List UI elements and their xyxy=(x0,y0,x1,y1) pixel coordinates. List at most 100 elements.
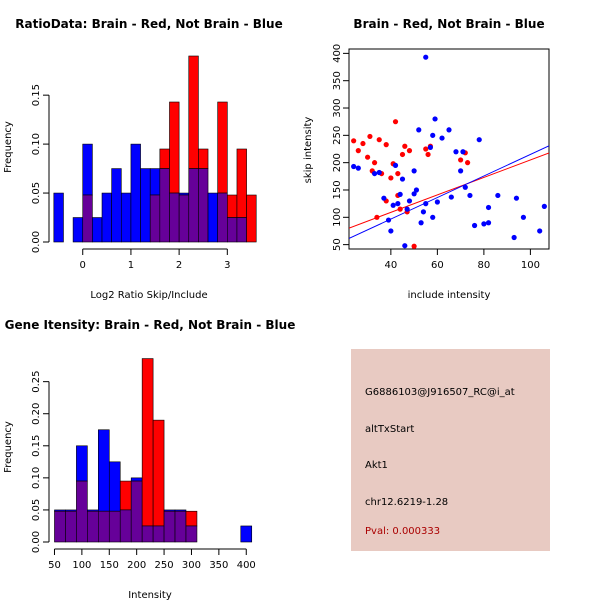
hist1-bar-not-brain xyxy=(92,217,103,243)
hist2-y-tick-label: 0.10 xyxy=(31,467,42,489)
hist1-ylabel: Frequency xyxy=(3,121,14,173)
hist2-bar-overlap xyxy=(98,510,110,543)
hist1-bar-overlap xyxy=(217,192,228,243)
hist1-bar-brain xyxy=(227,194,238,218)
hist1-x-tick-label: 2 xyxy=(176,260,182,271)
hist1-y-tick-label: 0.15 xyxy=(31,84,42,106)
hist2-x-tick-label: 300 xyxy=(182,560,201,571)
scatter-point-not-brain xyxy=(476,137,482,143)
hist1-bar-overlap xyxy=(82,194,93,243)
scatter-y-tick-label: 300 xyxy=(332,98,343,117)
scatter-point-not-brain xyxy=(423,201,429,207)
scatter-y-tick-label: 400 xyxy=(332,44,343,63)
scatter-point-not-brain xyxy=(385,217,392,223)
scatter-point-not-brain xyxy=(413,187,420,193)
scatter-point-brain xyxy=(374,214,380,220)
scatter-point-not-brain xyxy=(471,222,478,229)
hist2-bar-overlap xyxy=(141,525,154,543)
hist1-bar-not-brain xyxy=(111,168,122,243)
pval-text: Pval: 0.000333 xyxy=(365,526,441,537)
hist1-bar-brain xyxy=(198,148,209,169)
hist2-bar-overlap xyxy=(130,480,143,543)
hist2-bar-brain xyxy=(152,419,165,527)
scatter-point-brain xyxy=(388,175,394,181)
scatter-point-not-brain xyxy=(485,220,492,226)
hist2-x-tick-label: 400 xyxy=(237,560,256,571)
scatter-point-brain xyxy=(465,160,471,166)
hist1-bar-not-brain xyxy=(207,192,218,243)
info-panel: G6886103@J916507_RC@i_at altTxStart Akt1… xyxy=(351,349,550,551)
scatter-point-not-brain xyxy=(397,191,403,197)
hist2-bar-overlap xyxy=(65,510,77,543)
scatter-plot: 40 60 80 100 50 100 150 200 250 300 350 400 xyxy=(332,44,550,271)
hist1-plot: 0.00 0.05 0.10 0.15 0 1 2 3 xyxy=(31,55,257,271)
scatter-point-brain xyxy=(392,119,399,125)
hist1-bar-overlap xyxy=(169,192,180,243)
scatter-point-not-brain xyxy=(481,221,487,227)
hist1-bar-not-brain xyxy=(82,143,93,196)
scatter-point-brain xyxy=(383,142,389,148)
hist2-bar-overlap xyxy=(152,525,165,543)
scatter-point-not-brain xyxy=(404,206,410,212)
scatter-y-tick-label: 100 xyxy=(332,208,343,227)
scatter-y-tick-label: 150 xyxy=(332,180,343,199)
scatter-point-brain xyxy=(365,154,371,160)
scatter-point-brain xyxy=(458,157,464,163)
scatter-point-not-brain xyxy=(416,127,422,133)
scatter-point-not-brain xyxy=(392,162,399,168)
hist1-xlabel: Log2 Ratio Skip/Include xyxy=(90,290,207,301)
hist1-bar-not-brain xyxy=(101,192,112,243)
scatter-point-not-brain xyxy=(388,228,394,234)
scatter-point-not-brain xyxy=(355,165,361,171)
hist2-x-tick-label: 200 xyxy=(127,560,146,571)
scatter-point-not-brain xyxy=(495,192,501,199)
hist2-bar-overlap xyxy=(108,510,121,543)
hist1-bar-not-brain xyxy=(53,192,64,243)
hist2-bar-overlap xyxy=(54,510,66,543)
hist2-x-tick-label: 150 xyxy=(100,560,119,571)
hist1-title: RatioData: Brain - Red, Not Brain - Blue xyxy=(15,17,282,31)
hist1-bar-overlap xyxy=(159,168,170,243)
hist1-bar-overlap xyxy=(188,168,199,243)
hist1-x-tick-label: 3 xyxy=(224,260,230,271)
hist2-x-tick-label: 250 xyxy=(155,560,174,571)
scatter-point-brain xyxy=(351,138,357,144)
hist1-bar-overlap xyxy=(198,168,209,243)
scatter-point-brain xyxy=(411,243,417,249)
scatter-y-tick-label: 250 xyxy=(332,126,343,145)
hist2-bar-overlap xyxy=(174,510,187,543)
scatter-y-tick-label: 350 xyxy=(332,71,343,90)
scatter-point-not-brain xyxy=(411,168,417,174)
scatter-point-not-brain xyxy=(432,116,438,122)
scatter-point-not-brain xyxy=(371,170,378,177)
scatter-point-not-brain xyxy=(485,204,492,211)
scatter-point-not-brain xyxy=(376,169,382,176)
hist2-bar-not-brain xyxy=(108,461,121,512)
scatter-x-tick-label: 80 xyxy=(478,260,491,271)
scatter-point-not-brain xyxy=(381,195,387,201)
scatter-point-brain xyxy=(423,146,429,152)
scatter-point-not-brain xyxy=(462,184,468,190)
hist2-x-tick-label: 350 xyxy=(209,560,228,571)
hist1-bar-overlap xyxy=(149,194,161,243)
genomic-location: chr12.6219-1.28 xyxy=(365,497,449,508)
scatter-point-brain xyxy=(425,151,431,158)
scatter-point-not-brain xyxy=(448,194,454,200)
probe-id: G6886103@J916507_RC@i_at xyxy=(365,387,515,398)
scatter-point-not-brain xyxy=(420,209,427,215)
scatter-point-not-brain xyxy=(423,54,429,60)
scatter-point-not-brain xyxy=(402,243,408,249)
scatter-point-not-brain xyxy=(395,201,401,207)
hist2-x-tick-label: 100 xyxy=(72,560,91,571)
hist2-bar-not-brain xyxy=(98,429,110,512)
hist2-bar-brain xyxy=(141,358,154,527)
hist1-bar-not-brain xyxy=(130,143,141,243)
scatter-point-brain xyxy=(371,160,378,166)
hist2-y-tick-label: 0.25 xyxy=(31,371,42,393)
scatter-point-not-brain xyxy=(446,127,452,133)
scatter-frame xyxy=(348,48,550,250)
scatter-point-brain xyxy=(406,148,413,154)
scatter-point-not-brain xyxy=(467,192,473,199)
hist1-bar-not-brain xyxy=(149,168,161,196)
scatter-point-not-brain xyxy=(439,135,445,141)
